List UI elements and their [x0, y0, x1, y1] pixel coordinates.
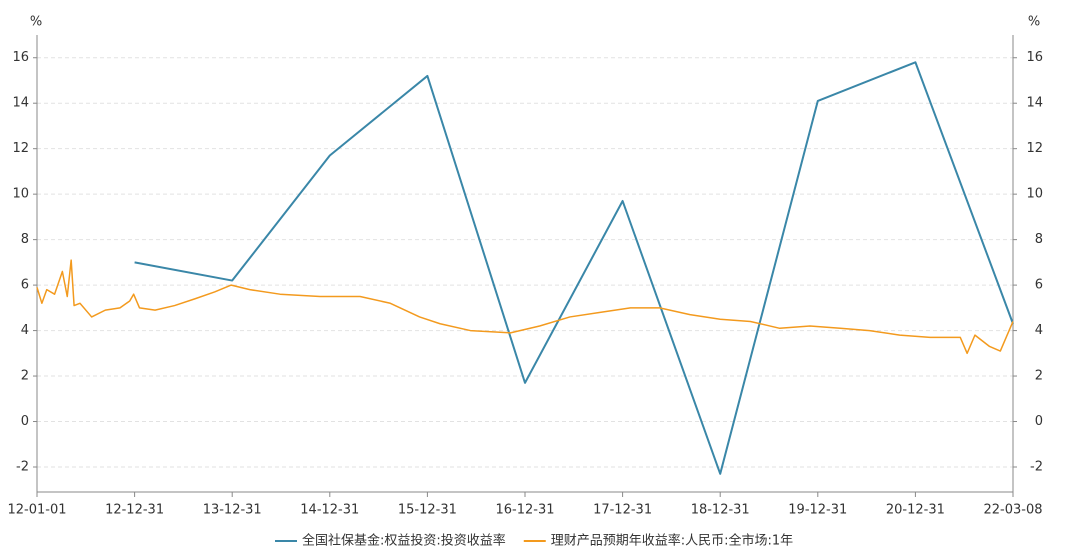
y2-tick-label: 6: [1035, 278, 1043, 293]
y2-tick-label: 16: [1026, 50, 1043, 65]
y-tick-label: 8: [21, 232, 29, 247]
x-tick-label: 22-03-08: [983, 503, 1042, 518]
y-tick-label: 2: [21, 369, 29, 384]
x-tick-label: 16-12-31: [495, 503, 554, 518]
y2-tick-label: 10: [1026, 187, 1043, 202]
x-tick-label: 18-12-31: [691, 503, 750, 518]
y-tick-label: 0: [21, 414, 29, 429]
x-tick-label: 20-12-31: [886, 503, 945, 518]
y-tick-label: 10: [12, 187, 29, 202]
legend: 全国社保基金:权益投资:投资收益率 理财产品预期年收益率:人民币:全市场:1年: [275, 533, 793, 549]
y2-axis-label: %: [1028, 15, 1040, 30]
y-tick-label: 14: [12, 96, 29, 111]
y2-tick-label: 14: [1026, 96, 1043, 111]
y-tick-label: 12: [12, 141, 29, 156]
y2-tick-label: 4: [1035, 323, 1043, 338]
y2-tick-label: 12: [1026, 141, 1043, 156]
series-line: [36, 259, 1014, 355]
y-tick-label: -2: [16, 459, 29, 474]
x-tick-label: 15-12-31: [398, 503, 457, 518]
y-axis-label: %: [30, 15, 42, 30]
series-line: [134, 61, 1014, 475]
legend-label: 全国社保基金:权益投资:投资收益率: [302, 533, 506, 549]
x-tick-label: 19-12-31: [788, 503, 847, 518]
y2-tick-label: 0: [1035, 414, 1043, 429]
x-tick-label: 12-01-01: [7, 503, 66, 518]
y-tick-label: 16: [12, 50, 29, 65]
y2-tick-label: 2: [1035, 369, 1043, 384]
y-tick-label: 6: [21, 278, 29, 293]
y-tick-label: 4: [21, 323, 29, 338]
y2-tick-label: 8: [1035, 232, 1043, 247]
legend-label: 理财产品预期年收益率:人民币:全市场:1年: [551, 533, 793, 549]
y2-tick-label: -2: [1030, 459, 1043, 474]
x-tick-label: 14-12-31: [300, 503, 359, 518]
x-tick-label: 13-12-31: [203, 503, 262, 518]
x-tick-label: 17-12-31: [593, 503, 652, 518]
x-tick-label: 12-12-31: [105, 503, 164, 518]
